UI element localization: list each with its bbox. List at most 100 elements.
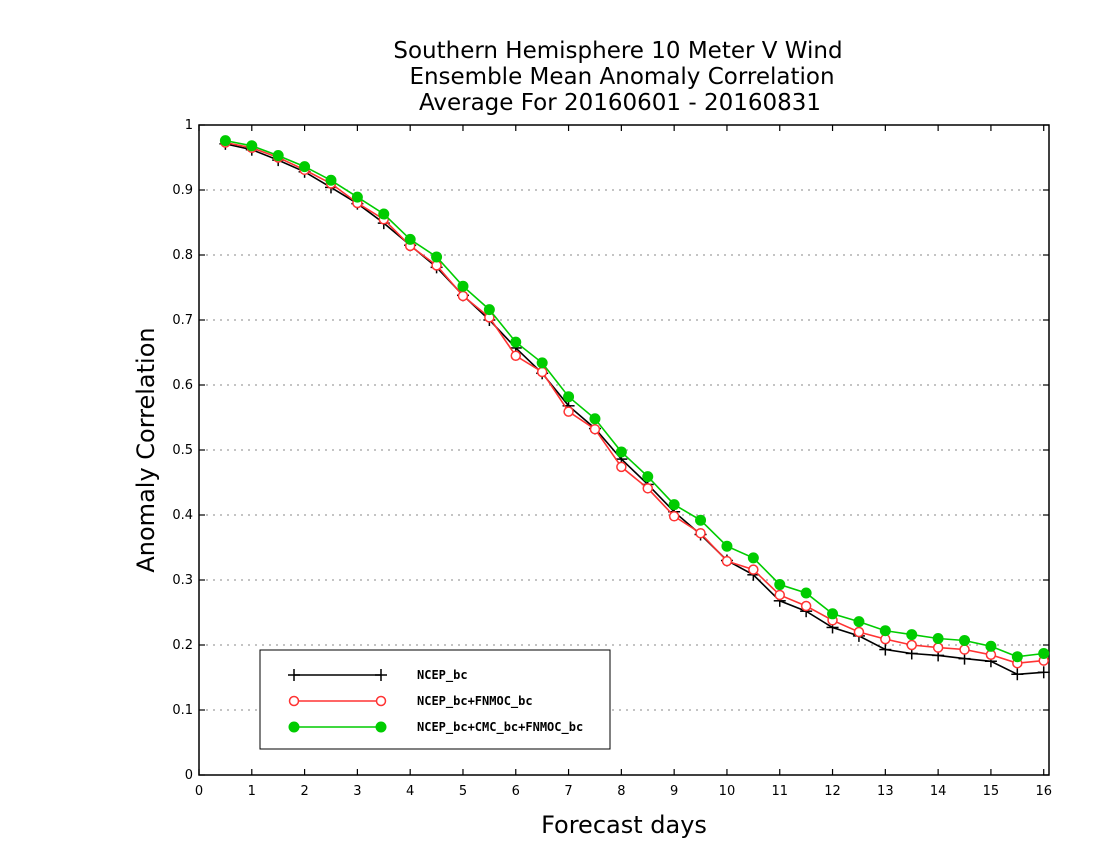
legend-items: NCEP_bc NCEP_bc+FNMOC_bc NCEP_bc+CMC_bc+FN… bbox=[288, 668, 583, 735]
x-tick-label: 7 bbox=[564, 784, 572, 799]
legend-item-3: NCEP_bc+CMC_bc+FNMOC_bc bbox=[288, 720, 583, 735]
data-point bbox=[906, 629, 918, 641]
y-tick-label: 0.9 bbox=[172, 183, 193, 198]
data-point bbox=[616, 461, 627, 473]
data-point bbox=[615, 446, 627, 458]
data-point bbox=[959, 644, 970, 655]
x-tick-label: 15 bbox=[983, 784, 1000, 799]
x-tick-label: 2 bbox=[300, 784, 308, 799]
x-axis-label: Forecast days bbox=[541, 811, 707, 839]
series-2 bbox=[220, 137, 1049, 669]
series-3 bbox=[219, 135, 1050, 663]
data-point bbox=[800, 600, 812, 612]
x-tick-label: 12 bbox=[824, 784, 841, 799]
y-tick-label: 0.7 bbox=[172, 313, 193, 328]
data-point bbox=[510, 336, 522, 348]
data-point bbox=[589, 413, 601, 425]
legend-marker bbox=[288, 669, 300, 681]
data-point bbox=[536, 366, 548, 378]
data-point bbox=[879, 643, 892, 656]
axis-ticks: 00.10.20.30.40.50.60.70.80.910 1 2 3 4 5 6 7 8 9 1… bbox=[172, 118, 1052, 799]
x-tick-label: 5 bbox=[459, 784, 467, 799]
data-point bbox=[299, 161, 311, 173]
x-tick-label: 9 bbox=[670, 784, 678, 799]
x-tick-label: 11 bbox=[771, 784, 788, 799]
data-point bbox=[827, 608, 839, 620]
x-tick-label: 0 bbox=[195, 784, 203, 799]
y-tick-label: 0.4 bbox=[172, 508, 193, 523]
series-line bbox=[225, 139, 1044, 658]
x-tick-label: 3 bbox=[353, 784, 361, 799]
legend-marker bbox=[375, 721, 387, 733]
y-tick-label: 0.8 bbox=[172, 248, 193, 263]
data-point bbox=[1038, 647, 1050, 659]
title-line-1: Southern Hemisphere 10 Meter V Wind bbox=[393, 38, 842, 64]
data-point bbox=[378, 208, 390, 220]
data-point bbox=[1011, 651, 1023, 663]
data-point bbox=[748, 564, 759, 575]
legend-item-1: NCEP_bc bbox=[288, 668, 468, 683]
chart-title: Southern Hemisphere 10 Meter V Wind Ense… bbox=[393, 38, 842, 116]
data-point bbox=[325, 174, 337, 186]
data-point bbox=[510, 350, 522, 361]
y-tick-label: 0.5 bbox=[172, 443, 193, 458]
x-tick-label: 8 bbox=[617, 784, 625, 799]
data-point bbox=[1011, 668, 1024, 681]
data-point bbox=[431, 251, 443, 263]
data-point bbox=[695, 527, 706, 539]
series-line bbox=[225, 143, 1044, 676]
data-point bbox=[563, 406, 574, 417]
data-point bbox=[272, 150, 284, 162]
data-point bbox=[483, 304, 495, 316]
y-tick-label: 0.6 bbox=[172, 378, 193, 393]
data-point bbox=[351, 191, 363, 203]
data-point bbox=[721, 540, 733, 552]
data-point bbox=[457, 290, 469, 302]
y-axis-label: Anomaly Correlation bbox=[132, 327, 160, 572]
data-point bbox=[589, 423, 601, 435]
data-point bbox=[246, 140, 258, 152]
data-point bbox=[774, 579, 786, 591]
legend-marker bbox=[375, 695, 387, 707]
data-point bbox=[219, 135, 231, 147]
legend-label: NCEP_bc bbox=[417, 668, 468, 683]
title-line-3: Average For 20160601 - 20160831 bbox=[419, 90, 821, 116]
legend: NCEP_bc NCEP_bc+FNMOC_bc NCEP_bc+CMC_bc+FN… bbox=[259, 649, 611, 750]
data-point bbox=[668, 499, 680, 511]
y-tick-label: 0.1 bbox=[172, 703, 193, 718]
y-tick-label: 0.2 bbox=[172, 638, 193, 653]
x-tick-label: 13 bbox=[877, 784, 894, 799]
data-point bbox=[985, 640, 997, 652]
y-tick-label: 0 bbox=[185, 768, 193, 783]
data-point bbox=[747, 552, 759, 564]
data-point bbox=[642, 483, 654, 494]
data-point bbox=[457, 280, 469, 292]
legend-marker bbox=[375, 669, 387, 681]
data-point bbox=[932, 642, 944, 653]
data-point bbox=[563, 391, 575, 403]
legend-label: NCEP_bc+FNMOC_bc bbox=[417, 694, 533, 709]
legend-box bbox=[259, 649, 611, 750]
x-tick-label: 10 bbox=[719, 784, 736, 799]
x-tick-label: 14 bbox=[930, 784, 947, 799]
data-point bbox=[853, 616, 865, 628]
y-tick-label: 0.3 bbox=[172, 573, 193, 588]
x-tick-label: 16 bbox=[1035, 784, 1052, 799]
series-line bbox=[225, 141, 1044, 665]
x-tick-label: 4 bbox=[406, 784, 414, 799]
data-point bbox=[774, 589, 785, 601]
data-point bbox=[879, 625, 891, 637]
data-point bbox=[668, 511, 680, 522]
series-layer bbox=[219, 135, 1050, 681]
data-point bbox=[1037, 666, 1050, 679]
data-point bbox=[642, 471, 654, 483]
data-point bbox=[906, 639, 917, 651]
data-point bbox=[404, 233, 416, 245]
data-point bbox=[853, 626, 865, 638]
data-point bbox=[536, 357, 548, 369]
data-point bbox=[932, 633, 944, 644]
series-1 bbox=[219, 137, 1050, 681]
title-line-2: Ensemble Mean Anomaly Correlation bbox=[409, 64, 834, 90]
legend-marker bbox=[288, 721, 300, 733]
